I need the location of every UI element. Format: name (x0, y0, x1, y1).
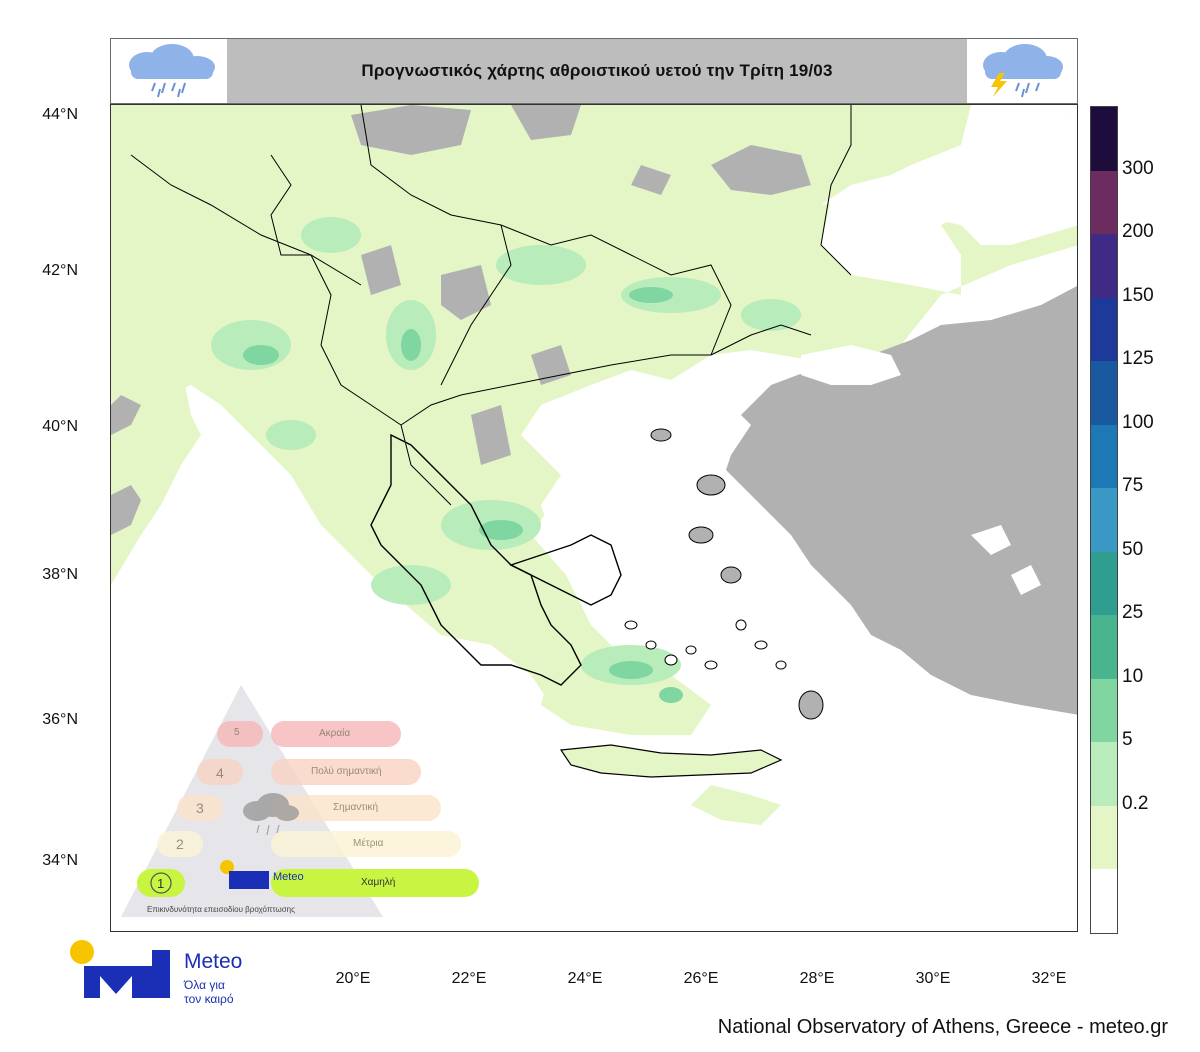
colorbar-segment (1091, 551, 1117, 616)
rain-cloud-icon (129, 44, 215, 98)
lon-label-30: 30°E (915, 970, 951, 987)
colorbar-segment (1091, 297, 1117, 362)
north-dry-4 (441, 265, 491, 320)
meteo-logo-mark (70, 940, 170, 998)
north-dry-2 (511, 105, 581, 140)
country-borders (130, 105, 852, 506)
lat-label-40: 40°N (42, 418, 78, 435)
anatolia-landmass (711, 286, 1077, 715)
lon-label-22: 22°E (451, 970, 487, 987)
colorbar-segment (1091, 742, 1117, 807)
risk-legend: 5 Ακραία 4 Πολύ σημαντική 3 Σημαντική 2 … (121, 685, 481, 925)
anatolia-clear (971, 525, 1041, 595)
risk-legend-triangle (121, 685, 479, 917)
lon-label-28: 28°E (799, 970, 835, 987)
legend-level-5-label: Ακραία (319, 728, 351, 739)
marmara-sea (801, 345, 901, 385)
precipitation-map: 5 Ακραία 4 Πολύ σημαντική 3 Σημαντική 2 … (110, 104, 1078, 932)
colorbar-segment (1091, 678, 1117, 743)
footer-credit: National Observatory of Athens, Greece -… (717, 1016, 1168, 1038)
north-dry-6 (471, 405, 511, 465)
colorbar-label: 10 (1122, 665, 1144, 687)
crete-island (559, 744, 783, 778)
lat-label-34: 34°N (42, 852, 78, 869)
danube-dry (711, 145, 811, 195)
legend-level-4-label: Πολύ σημαντική (311, 766, 382, 777)
lat-label-44: 44°N (42, 106, 78, 123)
heavy-rain-patches (243, 287, 683, 703)
lon-label-20: 20°E (335, 970, 371, 987)
logo-brand: Meteo (184, 950, 243, 973)
colorbar-label: 200 (1122, 221, 1154, 243)
lat-label-42: 42°N (42, 262, 78, 279)
colorbar-segment (1091, 170, 1117, 235)
legend-level-2-label: Μέτρια (353, 838, 384, 849)
logo-tagline-line2: τον καιρό (184, 992, 234, 1006)
legend-caption: Επικινδυνότητα επεισοδίου βροχόπτωσης (147, 905, 295, 914)
north-dry-1 (351, 105, 471, 155)
colorbar-segment (1091, 234, 1117, 299)
legend-level-3-label: Σημαντική (333, 802, 379, 813)
colorbar-label: 25 (1122, 602, 1144, 624)
legend-level-3-number: 3 (196, 800, 204, 816)
colorbar-label: 150 (1122, 284, 1154, 306)
south-crete-rain (691, 785, 781, 825)
lat-label-36: 36°N (42, 711, 78, 728)
legend-level-1-number: 1 (157, 876, 165, 891)
thunderstorm-cloud-icon (983, 44, 1063, 98)
south-sea (111, 505, 1077, 931)
colorbar-label: 50 (1122, 538, 1144, 560)
colorbar-label: 125 (1122, 348, 1154, 370)
legend-level-2-number: 2 (176, 836, 184, 852)
meteo-logo: Meteo Όλα για τον καιρό (68, 936, 268, 1006)
legend-level-1-label: Χαμηλή (361, 877, 396, 888)
lat-label-38: 38°N (42, 566, 78, 583)
map-canvas (111, 105, 1077, 931)
black-sea (821, 107, 1077, 245)
page-title: Προγνωστικός χάρτης αθροιστικού υετού τη… (361, 61, 833, 80)
legend-brand: Meteo (273, 871, 304, 883)
colorbar-segment (1091, 615, 1117, 680)
north-dry-3 (631, 165, 671, 195)
precipitation-colorbar (1090, 106, 1118, 934)
lon-label-26: 26°E (683, 970, 719, 987)
colorbar-segment (1091, 869, 1117, 934)
map-header: Προγνωστικός χάρτης αθροιστικού υετού τη… (110, 38, 1078, 104)
greece-coastline (370, 433, 622, 686)
aegean-islands (650, 428, 824, 720)
colorbar-label: 0.2 (1122, 792, 1149, 814)
colorbar-segment (1091, 488, 1117, 553)
cyclades-islands (624, 619, 787, 670)
colorbar-segment (1091, 361, 1117, 426)
aegean-sea (521, 390, 871, 725)
north-dry-7 (361, 245, 401, 295)
colorbar-label: 100 (1122, 411, 1154, 433)
logo-tagline: Όλα για τον καιρό (184, 978, 234, 1006)
lon-label-32: 32°E (1031, 970, 1067, 987)
balkan-landmass (111, 105, 1077, 715)
colorbar-segment (1091, 805, 1117, 870)
logo-tagline-line1: Όλα για (184, 978, 225, 992)
colorbar-segment (1091, 107, 1117, 172)
colorbar-segment (1091, 424, 1117, 489)
italy-dry (111, 395, 141, 535)
legend-level-5-number: 5 (234, 727, 240, 738)
colorbar-label: 5 (1122, 729, 1133, 751)
lon-label-24: 24°E (567, 970, 603, 987)
legend-level-4-number: 4 (216, 765, 224, 781)
colorbar-label: 75 (1122, 475, 1144, 497)
colorbar-label: 300 (1122, 157, 1154, 179)
title-band: Προγνωστικός χάρτης αθροιστικού υετού τη… (227, 39, 967, 103)
